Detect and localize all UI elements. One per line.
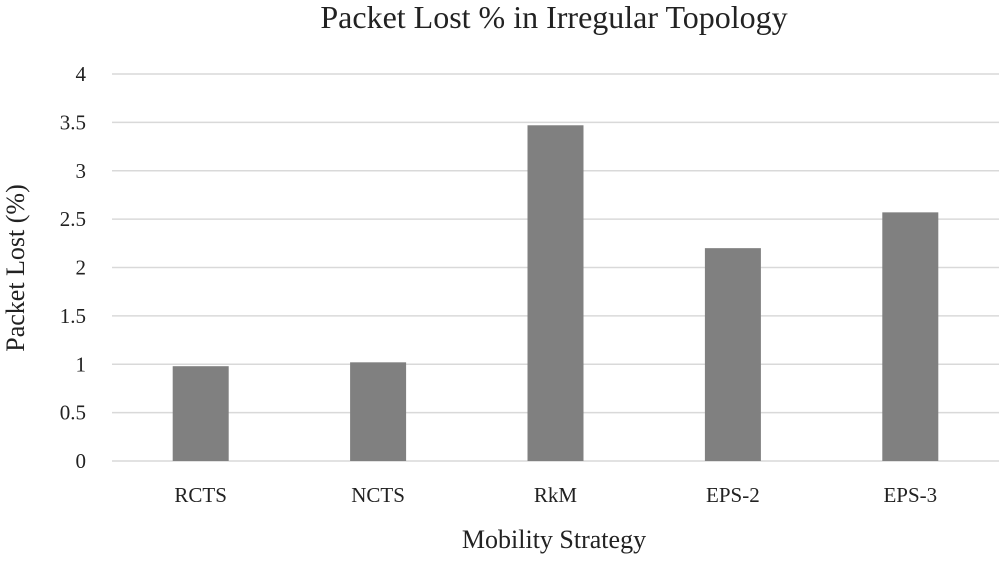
- y-tick-label: 2.5: [60, 207, 86, 231]
- y-axis-label: Packet Lost (%): [1, 184, 30, 352]
- bar-eps-2: [704, 248, 761, 461]
- y-axis-ticks: 0 0.5 1 1.5 2 2.5 3 3.5 4: [60, 62, 87, 473]
- x-tick-label: RkM: [534, 483, 578, 507]
- x-tick-label: RCTS: [174, 483, 227, 507]
- y-tick-label: 1.5: [60, 304, 86, 328]
- bar-rkm: [527, 125, 584, 461]
- bar-eps-3: [882, 212, 939, 461]
- x-tick-label: NCTS: [351, 483, 405, 507]
- x-axis-ticks: RCTS NCTS RkM EPS-2 EPS-3: [174, 483, 937, 507]
- bar-rcts: [172, 366, 229, 461]
- y-tick-label: 3.5: [60, 110, 86, 134]
- y-tick-label: 0.5: [60, 401, 86, 425]
- y-tick-label: 2: [76, 256, 87, 280]
- chart-title: Packet Lost % in Irregular Topology: [320, 0, 787, 35]
- y-tick-label: 0: [76, 449, 87, 473]
- x-tick-label: EPS-3: [883, 483, 937, 507]
- x-tick-label: EPS-2: [706, 483, 760, 507]
- y-tick-label: 4: [76, 62, 87, 86]
- y-tick-label: 1: [76, 352, 87, 376]
- y-tick-label: 3: [76, 159, 87, 183]
- bar-ncts: [350, 362, 407, 461]
- x-axis-label: Mobility Strategy: [462, 525, 646, 554]
- bars: [172, 125, 939, 461]
